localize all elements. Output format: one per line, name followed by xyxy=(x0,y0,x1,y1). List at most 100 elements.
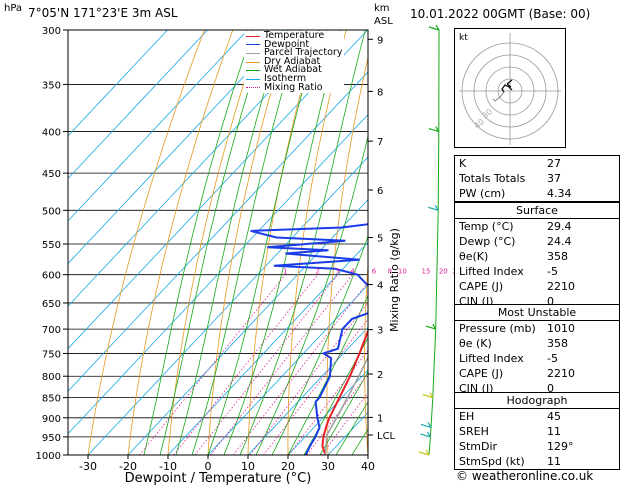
dry-adiabat-line xyxy=(127,30,234,455)
legend-item: Wet Adiabat xyxy=(246,64,342,76)
wet-adiabat-line xyxy=(223,30,342,455)
pressure-tick-label: 900 xyxy=(42,414,61,425)
dry-adiabat-line xyxy=(247,30,319,455)
altitude-tick-label: 7 xyxy=(377,137,383,148)
dry-adiabat-line xyxy=(87,30,205,455)
legend-swatch xyxy=(246,44,260,46)
wind-barb xyxy=(418,449,430,456)
legend-label: Mixing Ratio xyxy=(264,81,323,93)
mixing-ratio-label: 2 xyxy=(315,268,319,276)
mu-label: CAPE (J) xyxy=(459,367,504,380)
wet-adiabat-line xyxy=(303,336,368,455)
hodograph-table-title: Hodograph xyxy=(455,393,619,409)
dry-adiabat-line xyxy=(207,30,290,455)
isotherm-line xyxy=(68,30,248,222)
surface-row: Dewp (°C) 24.4 xyxy=(455,234,619,249)
altitude-tick-label: 1 xyxy=(377,413,383,424)
wind-profile-line xyxy=(428,29,440,456)
pressure-tick-label: 300 xyxy=(42,26,61,37)
parcel-trajectory-series xyxy=(324,355,368,455)
mu-label: θe (K) xyxy=(459,337,492,350)
mu-value: -5 xyxy=(547,352,558,365)
wet-adiabat-line xyxy=(271,234,368,455)
hodo-row: EH 45 xyxy=(455,409,619,424)
mu-label: Lifted Index xyxy=(459,352,524,365)
surface-value: -5 xyxy=(547,265,558,278)
dry-adiabat-line xyxy=(364,260,368,455)
legend-label: Wet Adiabat xyxy=(264,64,322,76)
mu-value: 2210 xyxy=(547,367,575,380)
mixing-ratio-label: 1 xyxy=(283,268,287,276)
legend-swatch xyxy=(246,52,260,54)
mu-value: 358 xyxy=(547,337,568,350)
mu-value: 0 xyxy=(547,382,554,395)
temperature-tick-label: 40 xyxy=(361,460,375,473)
hodograph-ring-label: 30 xyxy=(481,107,495,120)
altitude-tick-label: 4 xyxy=(377,281,383,292)
mixing-ratio-label: 8 xyxy=(388,268,392,276)
wet-adiabat-line xyxy=(175,30,284,455)
temperature-tick-label: 0 xyxy=(205,460,212,473)
surface-row: Lifted Index -5 xyxy=(455,264,619,279)
surface-value: 2210 xyxy=(547,280,575,293)
hodo-value: 11 xyxy=(547,425,561,438)
surface-label: Dewp (°C) xyxy=(459,235,516,248)
altitude-tick-label: LCL xyxy=(377,431,396,442)
legend-swatch xyxy=(246,35,260,37)
mixing-ratio-line xyxy=(263,318,368,455)
wet-adiabat-line xyxy=(239,30,366,455)
dry-adiabat-line xyxy=(167,30,262,455)
hodo-label: SREH xyxy=(459,425,489,438)
most-unstable-title: Most Unstable xyxy=(455,305,619,321)
plot-frame xyxy=(67,29,369,456)
hodograph-plot: kt 40 30 xyxy=(459,33,561,145)
mixing-ratio-label: 3 xyxy=(335,268,339,276)
location-title: 7°05'N 171°23'E 3m ASL xyxy=(28,6,178,20)
copyright-footer: © weatheronline.co.uk xyxy=(456,469,594,483)
legend-swatch xyxy=(246,78,260,80)
isotherm-line xyxy=(87,156,368,455)
surface-label: CAPE (J) xyxy=(459,280,504,293)
hodo-value: 129° xyxy=(547,440,574,453)
legend-item: Dewpoint xyxy=(246,40,342,50)
hodo-row: StmSpd (kt) 11 xyxy=(455,454,619,469)
mu-row: CIN (J) 0 xyxy=(455,381,619,396)
isotherm-line xyxy=(68,30,328,307)
surface-label: θe(K) xyxy=(459,250,489,263)
isotherm-line xyxy=(247,326,368,455)
surface-value: 0 xyxy=(547,295,554,308)
mixing-ratio-line xyxy=(306,373,368,455)
hodograph-trace-grey xyxy=(492,91,505,102)
legend: Temperature Dewpoint Parcel Trajectory Dry … xyxy=(244,30,345,94)
mixing-ratio-label: 6 xyxy=(372,268,377,276)
x-axis-title: Dewpoint / Temperature (°C) xyxy=(125,471,312,486)
wet-adiabat-line xyxy=(207,30,320,455)
isotherm-line xyxy=(68,30,168,137)
hodograph-trace xyxy=(501,84,513,93)
altitude-tick-label: 2 xyxy=(377,370,383,381)
hodo-row: StmDir 129° xyxy=(455,439,619,454)
altitude-tick-label: 6 xyxy=(377,186,383,197)
surface-value: 24.4 xyxy=(547,235,572,248)
pressure-tick-label: 450 xyxy=(42,169,61,180)
legend-label: Temperature xyxy=(264,30,325,41)
legend-swatch xyxy=(246,87,260,89)
hodo-value: 11 xyxy=(547,455,561,468)
dewpoint-series xyxy=(250,223,368,455)
mu-label: CIN (J) xyxy=(459,382,494,395)
wind-barb xyxy=(428,205,439,211)
dry-adiabat-line xyxy=(287,30,347,455)
surface-label: Lifted Index xyxy=(459,265,524,278)
index-value: 37 xyxy=(547,172,561,185)
pressure-tick-label: 350 xyxy=(42,80,61,91)
mu-row: Lifted Index -5 xyxy=(455,351,619,366)
hodo-label: EH xyxy=(459,410,475,423)
wind-barb xyxy=(428,24,440,31)
mu-label: Pressure (mb) xyxy=(459,322,536,335)
legend-item: Mixing Ratio xyxy=(246,81,342,93)
dry-adiabat-line xyxy=(401,30,431,455)
pressure-tick-label: 850 xyxy=(42,394,61,405)
wind-barb xyxy=(422,392,434,399)
temperature-tick-label: 20 xyxy=(281,460,295,473)
